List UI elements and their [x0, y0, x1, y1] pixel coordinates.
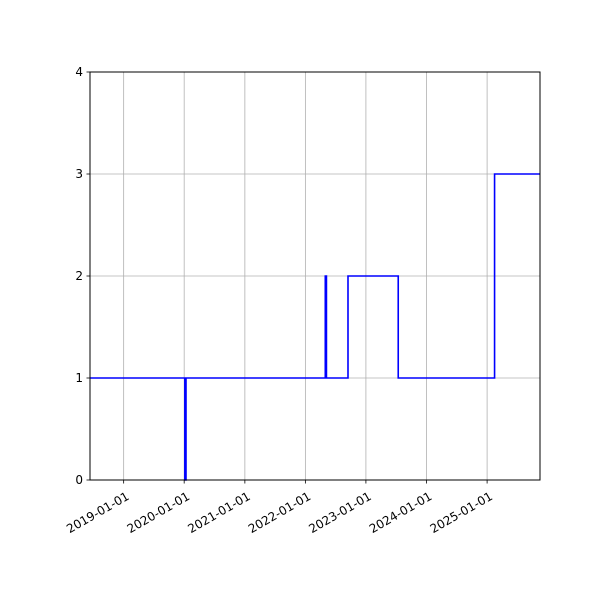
x-tick-label: 2020-01-01 — [125, 489, 192, 536]
grid-lines — [90, 71, 540, 481]
x-tick-label: 2022-01-01 — [246, 489, 313, 536]
y-axis-ticks: 0 1 2 3 4 — [75, 65, 90, 487]
x-axis-ticks: 2019-01-012020-01-012021-01-012022-01-01… — [64, 480, 495, 536]
y-tick-label: 4 — [75, 65, 83, 79]
y-tick-label: 2 — [75, 269, 83, 283]
x-tick-label: 2021-01-01 — [185, 489, 252, 536]
step-series-line — [90, 173, 540, 481]
y-tick-label: 1 — [75, 371, 83, 385]
x-tick-label: 2025-01-01 — [428, 489, 495, 536]
x-tick-label: 2024-01-01 — [367, 489, 434, 536]
y-tick-label: 0 — [75, 473, 83, 487]
x-tick-label: 2023-01-01 — [306, 489, 373, 536]
x-tick-label: 2019-01-01 — [64, 489, 131, 536]
y-tick-label: 3 — [75, 167, 83, 181]
series-layer — [90, 173, 540, 481]
